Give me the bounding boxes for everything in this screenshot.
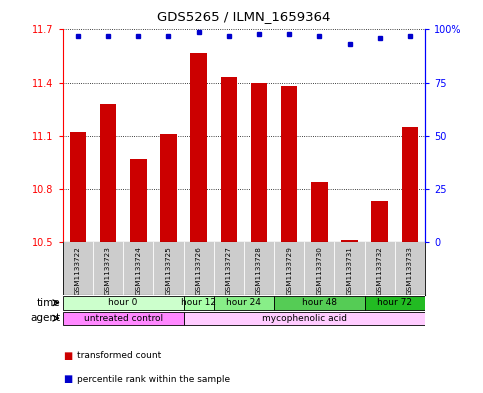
Bar [130, 159, 146, 242]
Text: GSM1133724: GSM1133724 [135, 246, 141, 296]
Text: hour 12: hour 12 [181, 298, 216, 307]
Bar [100, 104, 116, 242]
Text: transformed count: transformed count [77, 351, 161, 360]
Bar [184, 312, 425, 325]
Text: GSM1133726: GSM1133726 [196, 246, 201, 296]
Bar [184, 296, 213, 310]
Bar [281, 86, 298, 242]
Text: GSM1133729: GSM1133729 [286, 246, 292, 296]
Text: agent: agent [30, 313, 60, 323]
Text: GSM1133733: GSM1133733 [407, 246, 413, 296]
Text: percentile rank within the sample: percentile rank within the sample [77, 375, 230, 384]
Text: GSM1133732: GSM1133732 [377, 246, 383, 296]
Text: GSM1133731: GSM1133731 [347, 246, 353, 296]
Bar [63, 296, 184, 310]
Text: GDS5265 / ILMN_1659364: GDS5265 / ILMN_1659364 [157, 10, 330, 23]
Bar [160, 134, 177, 242]
Bar [63, 312, 184, 325]
Text: GSM1133722: GSM1133722 [75, 246, 81, 296]
Text: GSM1133730: GSM1133730 [316, 246, 322, 296]
Text: hour 48: hour 48 [302, 298, 337, 307]
Bar [365, 296, 425, 310]
Text: ■: ■ [63, 351, 72, 361]
Bar [221, 77, 237, 242]
Text: untreated control: untreated control [84, 314, 163, 323]
Bar [371, 202, 388, 242]
Bar [251, 83, 267, 242]
Text: ■: ■ [63, 374, 72, 384]
Text: GSM1133727: GSM1133727 [226, 246, 232, 296]
Bar [70, 132, 86, 242]
Text: hour 24: hour 24 [227, 298, 261, 307]
Bar [311, 182, 327, 242]
Bar [341, 241, 358, 242]
Bar [402, 127, 418, 242]
Bar [213, 296, 274, 310]
Text: time: time [37, 298, 60, 308]
Text: GSM1133725: GSM1133725 [166, 246, 171, 296]
Text: hour 0: hour 0 [109, 298, 138, 307]
Text: GSM1133723: GSM1133723 [105, 246, 111, 296]
Text: GSM1133728: GSM1133728 [256, 246, 262, 296]
Text: hour 72: hour 72 [377, 298, 412, 307]
Bar [274, 296, 365, 310]
Text: mycophenolic acid: mycophenolic acid [262, 314, 347, 323]
Bar [190, 53, 207, 242]
